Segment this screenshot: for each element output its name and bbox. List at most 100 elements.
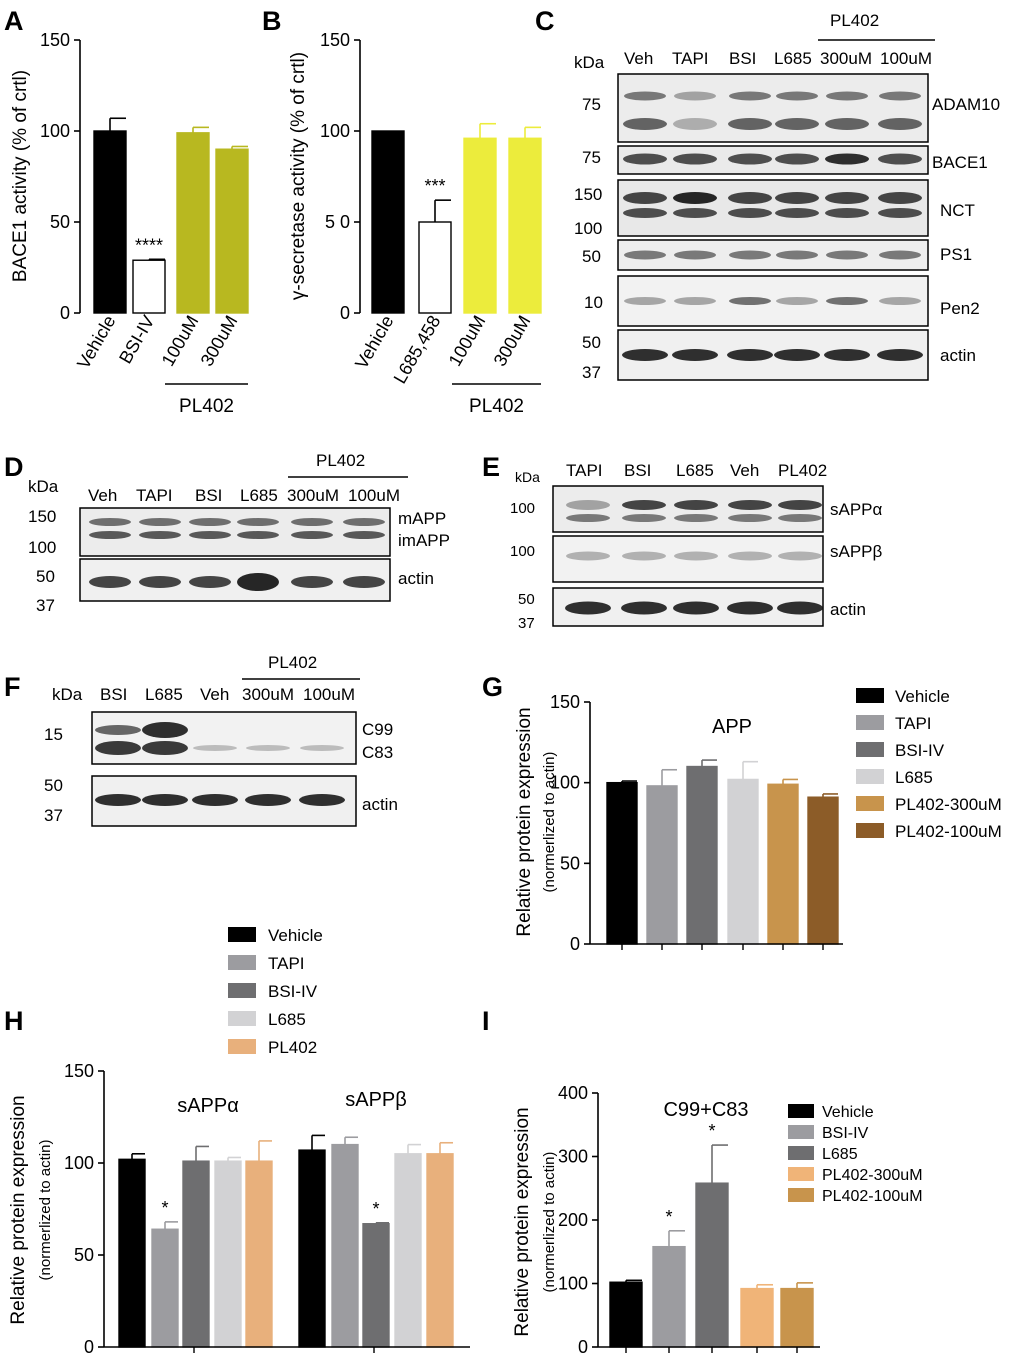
bar <box>780 1287 814 1348</box>
blot-band <box>728 208 772 218</box>
group-title: sAPPβ <box>345 1089 407 1111</box>
blot-band <box>728 551 772 561</box>
panel-letter-b: B <box>262 6 282 36</box>
blot-band <box>95 725 141 735</box>
blot-c-group-label: PL402 <box>830 11 879 30</box>
legend-swatch <box>228 1039 256 1054</box>
x-tick-label: Vehicle <box>73 312 119 372</box>
panel-letter-h: H <box>4 1006 24 1036</box>
bar <box>151 1228 179 1348</box>
blot-c-marker: 150 <box>574 185 602 204</box>
blot-band <box>775 118 819 130</box>
blot-d-group-label: PL402 <box>316 451 365 470</box>
blot-f-group-label: PL402 <box>268 653 317 672</box>
blot-d-marker: 50 <box>36 567 55 586</box>
significance-star: **** <box>135 235 163 255</box>
blot-c-marker: 10 <box>584 293 603 312</box>
y-tick-label: 100 <box>64 1153 94 1173</box>
blot-f-protein-label: C83 <box>362 743 393 762</box>
blot-c-strip-pen2 <box>617 275 929 327</box>
blot-band <box>299 794 345 806</box>
blot-f-lane-label: BSI <box>100 685 127 704</box>
blot-band <box>673 153 717 165</box>
y-tick-label: 100 <box>550 773 580 793</box>
blot-f-bands <box>95 722 345 806</box>
blot-band <box>189 518 231 526</box>
chart-g: 0 50 100 150 Relative protein expression (nor… <box>514 687 1002 954</box>
significance-star: * <box>161 1198 168 1218</box>
blot-f-marker: 37 <box>44 806 63 825</box>
legend-swatch <box>856 715 884 730</box>
x-tick-label: 100uM <box>445 312 490 370</box>
blot-e-kda-label: kDa <box>515 469 540 485</box>
blot-band <box>193 745 237 751</box>
bar <box>118 1158 146 1348</box>
blot-band <box>729 250 771 260</box>
blot-band <box>237 573 279 591</box>
significance-star: * <box>665 1207 672 1227</box>
panel-letter-g: G <box>482 672 503 702</box>
blot-band <box>623 153 667 165</box>
blot-band <box>825 153 869 165</box>
legend-swatch <box>228 927 256 942</box>
blot-e-protein-label: sAPPα <box>830 500 883 519</box>
blot-band <box>673 118 717 130</box>
chart-title: APP <box>712 716 752 738</box>
blot-f-lane-label: L685 <box>145 685 183 704</box>
chart-h: 0 50 100 150 Relative protein expression (nor… <box>8 926 470 1357</box>
bar <box>807 796 839 945</box>
blot-band <box>879 91 921 101</box>
blot-band <box>826 91 868 101</box>
chart-i: 0 100 200 300 400 Relative protein expression… <box>512 1083 923 1357</box>
blot-f-strip-ctf <box>91 711 357 765</box>
blot-band <box>775 192 819 204</box>
legend-label: L685 <box>895 768 933 787</box>
x-tick-label: BSI-IV <box>115 312 158 367</box>
bar <box>463 137 497 314</box>
blot-band <box>824 349 870 361</box>
legend-swatch <box>856 742 884 757</box>
blot-f-marker: 15 <box>44 725 63 744</box>
chart-a: 0 50 100 150 BACE1 activity (% of crtl) **** V… <box>10 30 249 417</box>
legend-label: TAPI <box>268 954 305 973</box>
blot-band <box>566 514 610 522</box>
blot-band <box>727 349 773 361</box>
blot-c: kDa PL402 Veh TAPI BSI L685 300uM 100uM … <box>574 11 1000 382</box>
blot-band <box>189 531 231 539</box>
y-axis-sublabel: (normerlized to actin) <box>37 1140 54 1281</box>
blot-band <box>777 601 823 615</box>
blot-band <box>566 551 610 561</box>
blot-band <box>623 208 667 218</box>
legend-label: PL402-100uM <box>822 1188 923 1205</box>
blot-c-marker: 50 <box>582 333 601 352</box>
blot-band <box>673 601 719 615</box>
blot-c-protein-label: PS1 <box>940 245 972 264</box>
y-axis-label: γ-secretase activity (% of crtl) <box>288 52 309 300</box>
bar <box>646 785 678 945</box>
blot-d-marker: 37 <box>36 596 55 615</box>
blot-band <box>142 794 188 806</box>
blot-band <box>879 297 921 305</box>
blot-d-lane-label: BSI <box>195 486 222 505</box>
blot-c-strip-adam10 <box>617 73 929 143</box>
legend-swatch <box>788 1188 814 1202</box>
blot-band <box>776 250 818 260</box>
legend-swatch <box>856 823 884 838</box>
bar <box>215 148 249 314</box>
blot-band <box>291 531 333 539</box>
blot-band <box>139 518 181 526</box>
y-tick-label: 300 <box>558 1147 588 1167</box>
legend-swatch <box>788 1146 814 1160</box>
blot-band <box>343 518 385 526</box>
blot-d-marker: 150 <box>28 507 56 526</box>
blot-e-strip-sappb <box>552 535 824 583</box>
blot-band <box>673 208 717 218</box>
panel-letter-i: I <box>482 1006 490 1036</box>
blot-band <box>728 514 772 522</box>
x-tick-label: L685,458 <box>390 312 445 387</box>
blot-band <box>826 297 868 305</box>
legend-swatch <box>856 688 884 703</box>
bar <box>362 1223 390 1348</box>
blot-band <box>624 91 666 101</box>
